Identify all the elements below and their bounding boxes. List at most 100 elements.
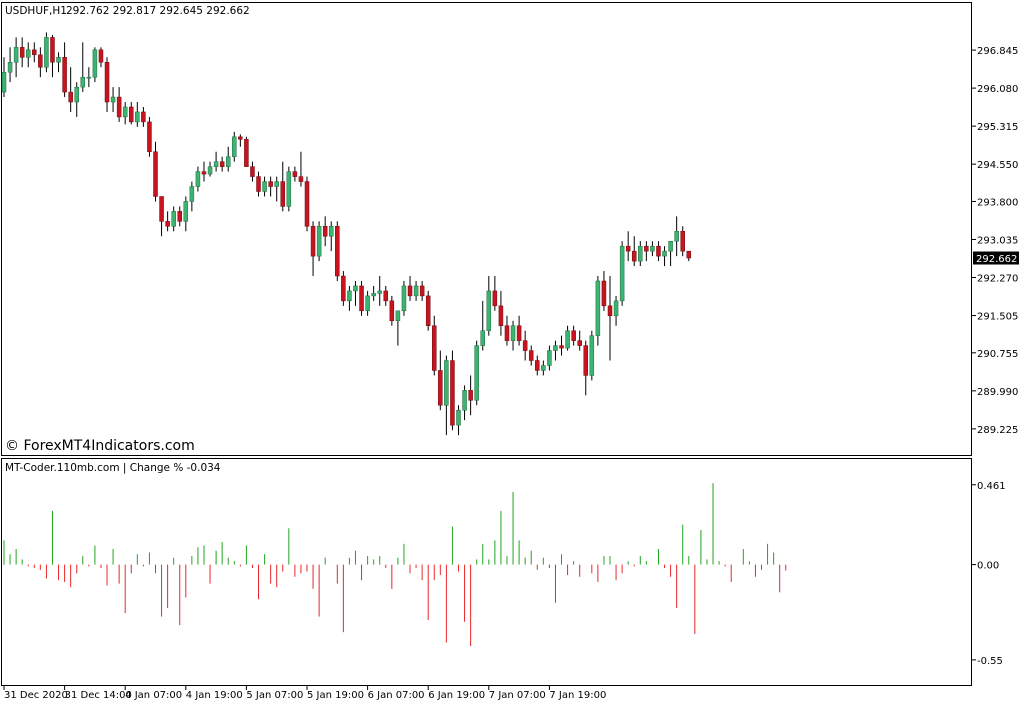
candle xyxy=(650,241,655,257)
candle xyxy=(438,350,443,411)
candle xyxy=(601,271,607,311)
candle-body xyxy=(159,196,164,222)
candle-body xyxy=(122,106,128,118)
candle xyxy=(662,246,667,267)
candle-body xyxy=(189,186,195,202)
time-tick-label: 4 Jan 19:00 xyxy=(186,690,243,701)
candle-body xyxy=(559,345,564,349)
candle xyxy=(238,134,243,147)
candle xyxy=(25,42,31,68)
candle-body xyxy=(110,96,116,103)
candle xyxy=(644,241,649,262)
candle-body xyxy=(553,345,558,351)
candle xyxy=(419,280,425,301)
candle xyxy=(262,176,267,197)
candle xyxy=(116,87,122,122)
candle xyxy=(232,131,237,162)
indicator-axis: 0.461 0.00 -0.55 xyxy=(972,481,1006,667)
candle-body xyxy=(541,365,546,371)
candle-body xyxy=(56,57,61,63)
candle-body xyxy=(310,226,316,257)
candle xyxy=(316,221,322,262)
histogram-layer xyxy=(3,483,787,647)
candle xyxy=(225,146,231,172)
candle-body xyxy=(219,161,225,167)
candle xyxy=(207,161,213,177)
candle-body xyxy=(601,280,607,307)
price-tick-label: 296.080 xyxy=(977,84,1018,95)
candle xyxy=(631,236,637,267)
candle-body xyxy=(522,340,528,351)
candle xyxy=(135,102,140,127)
price-tick-label: 290.755 xyxy=(977,349,1018,360)
candle-body xyxy=(68,91,73,103)
candle xyxy=(304,176,310,232)
candle xyxy=(589,330,595,381)
candle-body xyxy=(213,161,219,167)
candle xyxy=(541,360,546,376)
candle xyxy=(80,42,86,93)
candle xyxy=(413,280,419,301)
candle-body xyxy=(662,250,667,257)
candle xyxy=(577,330,582,351)
candle xyxy=(213,151,219,172)
candle-body xyxy=(268,181,273,187)
price-tick-label: 296.845 xyxy=(977,46,1018,57)
candle xyxy=(432,315,437,376)
candle xyxy=(195,166,201,192)
candle-body xyxy=(474,345,479,401)
candle xyxy=(62,42,67,98)
candle-body xyxy=(19,47,25,58)
candle-body xyxy=(316,226,322,257)
candle-body xyxy=(335,226,340,277)
current-price-tag xyxy=(973,251,1019,265)
candle-body xyxy=(413,285,419,297)
candle xyxy=(244,136,249,167)
candle-body xyxy=(183,201,189,222)
candle-body xyxy=(365,295,370,312)
candle xyxy=(13,37,19,78)
candle xyxy=(456,405,461,436)
candle xyxy=(680,226,685,257)
candle-body xyxy=(456,409,461,426)
candle xyxy=(341,271,346,306)
current-price-label: 292.662 xyxy=(976,254,1017,265)
candle xyxy=(110,87,116,112)
candle xyxy=(56,52,61,73)
candle-body xyxy=(322,226,328,237)
candle-body xyxy=(328,226,334,237)
candle-body xyxy=(62,57,67,93)
candle xyxy=(201,161,207,182)
candle-body xyxy=(207,166,213,175)
candle xyxy=(153,141,158,202)
candle-body xyxy=(98,49,104,63)
symbol-timeframe: USDHUF,H1 xyxy=(5,5,67,17)
price-tick-label: 292.270 xyxy=(977,274,1018,285)
candle xyxy=(177,206,182,227)
candle xyxy=(607,276,613,361)
time-tick-label: 6 Jan 19:00 xyxy=(428,690,485,701)
candle xyxy=(504,315,510,346)
candle-body xyxy=(438,370,443,406)
candle xyxy=(553,340,558,361)
candle xyxy=(619,241,625,306)
candle-body xyxy=(25,49,31,58)
candle xyxy=(292,166,298,182)
price-tick-label: 291.505 xyxy=(977,312,1018,323)
candle xyxy=(535,355,540,376)
candle-body xyxy=(510,325,516,341)
candle-body xyxy=(256,176,261,192)
candle xyxy=(486,276,492,336)
candle xyxy=(359,280,364,316)
candle-body xyxy=(135,111,140,123)
price-tick-label: 295.315 xyxy=(977,122,1018,133)
candle-body xyxy=(141,111,146,123)
candle xyxy=(425,290,431,331)
candle-body xyxy=(232,136,237,157)
candle xyxy=(328,221,334,252)
candle xyxy=(335,221,340,281)
candle-body xyxy=(359,285,364,312)
candle xyxy=(565,325,570,351)
candle-body xyxy=(171,211,176,227)
